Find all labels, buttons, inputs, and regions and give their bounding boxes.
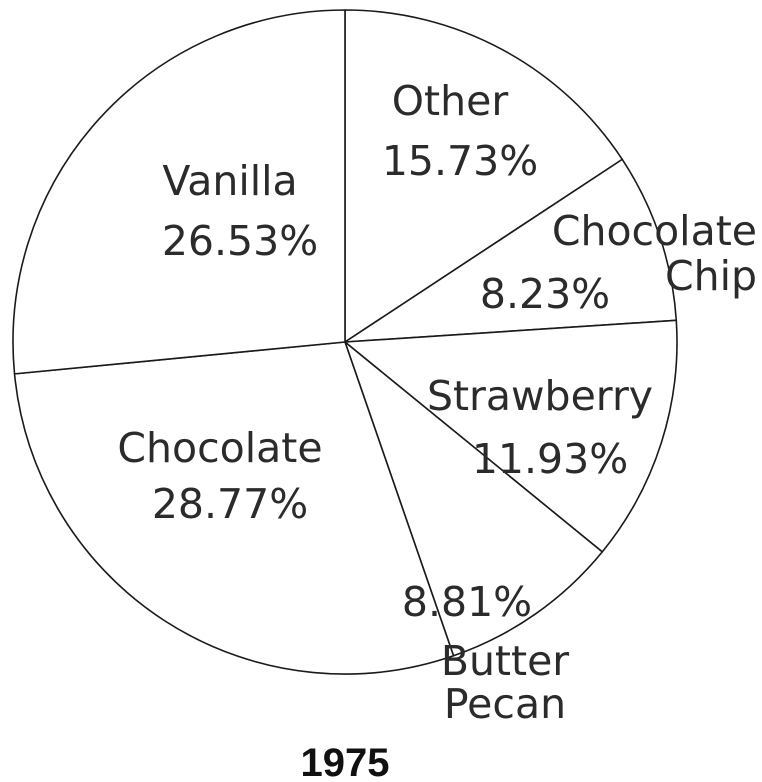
slice-chocolate-chip (344, 158, 678, 343)
slice-butter-pecan (344, 341, 604, 657)
pie-slices (12, 9, 678, 675)
slice-name-butter-pecan-1: Pecan (444, 680, 566, 728)
slice-name-strawberry: Strawberry (427, 372, 653, 420)
slice-vanilla (12, 9, 346, 375)
slice-value-vanilla: 26.53% (162, 217, 318, 265)
chart-title: 1975 (301, 741, 390, 782)
slice-name-other: Other (392, 77, 509, 125)
slice-name-vanilla: Vanilla (162, 157, 297, 205)
slice-strawberry (344, 319, 678, 553)
slice-name-butter-pecan-0: Butter (441, 637, 569, 685)
slice-chocolate (13, 341, 455, 675)
slice-other (344, 9, 624, 343)
slice-name-chocolate: Chocolate (117, 424, 322, 472)
pie-labels: Other15.73%ChocolateChip8.23%Strawberry1… (117, 77, 757, 728)
slice-value-strawberry: 11.93% (472, 435, 628, 483)
slice-value-chocolate-chip: 8.23% (480, 270, 610, 318)
slice-value-other: 15.73% (382, 137, 538, 185)
slice-name-chocolate-chip-0: Chocolate (552, 207, 757, 255)
slice-name-chocolate-chip-1: Chip (665, 252, 757, 300)
slice-value-butter-pecan: 8.81% (402, 578, 532, 626)
slice-value-chocolate: 28.77% (152, 480, 308, 528)
